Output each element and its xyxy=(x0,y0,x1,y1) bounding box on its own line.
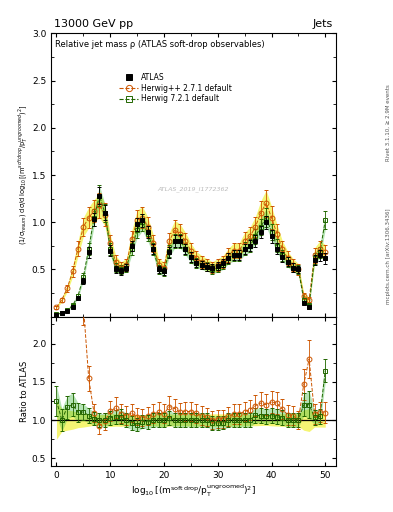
Text: Relative jet mass ρ (ATLAS soft-drop observables): Relative jet mass ρ (ATLAS soft-drop obs… xyxy=(55,40,264,49)
Y-axis label: (1/σ$_{resum}$) dσ/d log$_{10}$[(m$^{soft drop}$/p$_T^{ungroomed}$)$^2$]: (1/σ$_{resum}$) dσ/d log$_{10}$[(m$^{sof… xyxy=(17,105,31,245)
Text: ATLAS_2019_I1772362: ATLAS_2019_I1772362 xyxy=(158,186,229,192)
X-axis label: $\log_{10}$[(m$^{\mathrm{soft\,drop}}$/p$_{\mathrm{T}}^{\mathrm{ungroomed}}$)$^{: $\log_{10}$[(m$^{\mathrm{soft\,drop}}$/p… xyxy=(131,482,256,499)
Text: Jets: Jets xyxy=(313,19,333,29)
Text: mcplots.cern.ch [arXiv:1306.3436]: mcplots.cern.ch [arXiv:1306.3436] xyxy=(386,208,391,304)
Legend: ATLAS, Herwig++ 2.7.1 default, Herwig 7.2.1 default: ATLAS, Herwig++ 2.7.1 default, Herwig 7.… xyxy=(118,71,234,105)
Text: Rivet 3.1.10, ≥ 2.9M events: Rivet 3.1.10, ≥ 2.9M events xyxy=(386,84,391,161)
Text: 13000 GeV pp: 13000 GeV pp xyxy=(54,19,133,29)
Y-axis label: Ratio to ATLAS: Ratio to ATLAS xyxy=(20,360,29,422)
